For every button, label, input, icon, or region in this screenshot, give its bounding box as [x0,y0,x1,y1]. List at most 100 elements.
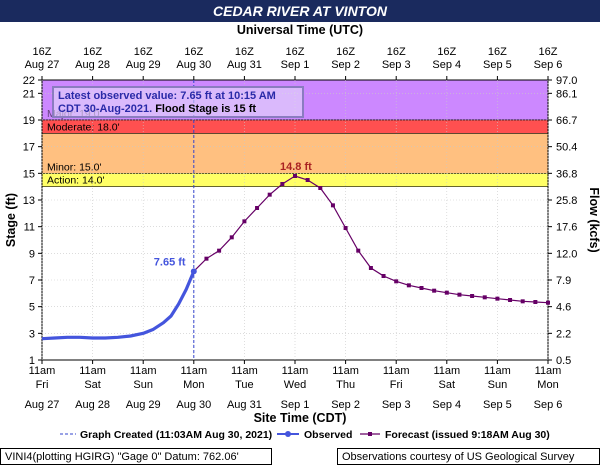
y-left-axis-title: Stage (ft) [4,193,18,247]
y-right-axis-title: Flow (kcfs) [587,187,600,252]
x-bottom-time-label: 11am [231,365,258,377]
x-bottom-day-label: Fri [36,379,49,391]
x-bottom-date-label: Sep 6 [534,399,563,411]
x-top-date-label: Sep 5 [483,59,512,71]
status-line-2: CDT 30-Aug-2021. [58,103,153,115]
x-bottom-date-label: Sep 5 [483,399,512,411]
x-bottom-date-label: Sep 3 [382,399,411,411]
x-bottom-time-label: 11am [180,365,207,377]
x-bottom-date-label: Sep 2 [331,399,360,411]
y-right-tick-label: 17.6 [556,222,577,234]
legend-forecast: Forecast (issued 9:18AM Aug 30) [385,429,550,441]
forecast-point [343,226,348,230]
x-top-tick-label: 16Z [286,46,305,58]
observed-value-label: 7.65 ft [154,256,186,268]
legend-observed-marker [285,431,291,437]
y-left-tick-label: 13 [23,195,35,207]
y-left-tick-label: 7 [29,275,35,287]
x-bottom-time-label: 11am [383,365,410,377]
x-top-tick-label: 16Z [387,46,406,58]
x-top-date-label: Sep 3 [382,59,411,71]
x-top-tick-label: 16Z [437,46,456,58]
x-bottom-day-label: Sat [84,379,101,391]
forecast-point [255,206,260,210]
x-bottom-axis-title: Site Time (CDT) [254,411,347,425]
x-bottom-time-label: 11am [29,365,56,377]
y-right-tick-label: 25.8 [556,195,577,207]
x-bottom-date-label: Aug 29 [126,399,161,411]
x-top-date-label: Aug 31 [227,59,262,71]
x-top-tick-label: 16Z [488,46,507,58]
y-right-tick-label: 36.8 [556,168,577,180]
x-top-date-label: Aug 29 [126,59,161,71]
observed-line [41,270,196,341]
band-label-moderate: Moderate: 18.0' [47,121,120,133]
x-bottom-day-label: Sun [133,379,153,391]
x-bottom-time-label: 11am [282,365,309,377]
forecast-point [419,286,424,290]
x-bottom-date-label: Aug 28 [75,399,110,411]
x-top-tick-label: 16Z [33,46,52,58]
forecast-point [217,248,222,253]
x-top-tick-label: 16Z [336,46,355,58]
y-left-tick-label: 21 [23,88,35,100]
legend-observed: Observed [304,429,352,441]
forecast-point [229,235,234,240]
x-top-tick-label: 16Z [235,46,254,58]
forecast-point [482,295,487,300]
y-left-tick-label: 19 [23,115,35,127]
forecast-point [394,279,399,284]
legend-forecast-marker [368,432,372,436]
chart-title: CEDAR RIVER AT VINTON [213,3,387,19]
x-bottom-time-label: 11am [484,365,511,377]
status-line-1: Latest observed value: 7.65 ft at 10:15 … [58,90,276,102]
legend-graph-created: Graph Created (11:03AM Aug 30, 2021) [80,429,272,441]
x-top-date-label: Sep 4 [432,59,461,71]
y-right-tick-label: 50.4 [556,142,577,154]
forecast-point [267,192,272,197]
forecast-point [520,299,525,304]
x-top-date-label: Aug 30 [176,59,211,71]
forecast-point [330,203,335,208]
forecast-point [368,266,373,270]
x-top-date-label: Sep 6 [534,59,563,71]
y-right-tick-label: 97.0 [556,75,577,87]
x-top-tick-label: 16Z [83,46,102,58]
forecast-point [204,256,209,261]
forecast-point [305,178,310,182]
forecast-point [318,186,323,190]
x-top-date-label: Sep 2 [331,59,360,71]
x-top-axis-title: Universal Time (UTC) [237,23,363,37]
y-left-tick-label: 22 [23,75,35,87]
y-right-tick-label: 7.9 [556,275,571,287]
x-bottom-date-label: Aug 30 [176,399,211,411]
forecast-point [242,219,247,224]
forecast-point [495,296,500,301]
forecast-point [381,274,386,278]
x-bottom-day-label: Sat [439,379,456,391]
y-right-tick-label: 86.1 [556,88,577,100]
x-top-tick-label: 16Z [184,46,203,58]
y-right-tick-label: 2.2 [556,328,571,340]
y-right-tick-label: 0.5 [556,355,571,367]
forecast-crest-label: 14.8 ft [280,161,312,173]
x-bottom-date-label: Sep 1 [281,399,310,411]
forecast-point [293,174,297,178]
x-bottom-day-label: Sun [488,379,508,391]
y-left-tick-label: 1 [29,355,35,367]
forecast-point [444,290,449,295]
x-top-tick-label: 16Z [134,46,153,58]
forecast-point [533,300,538,304]
x-top-tick-label: 16Z [539,46,558,58]
x-top-date-label: Sep 1 [281,59,310,71]
x-bottom-day-label: Tue [235,379,254,391]
y-left-tick-label: 17 [23,142,35,154]
y-right-tick-label: 12.0 [556,248,577,260]
x-bottom-day-label: Mon [537,379,558,391]
y-left-tick-label: 9 [29,248,35,260]
x-bottom-date-label: Aug 31 [227,399,262,411]
x-bottom-time-label: 11am [433,365,460,377]
forecast-point [470,294,475,298]
forecast-point [406,283,411,288]
forecast-point [432,288,437,293]
